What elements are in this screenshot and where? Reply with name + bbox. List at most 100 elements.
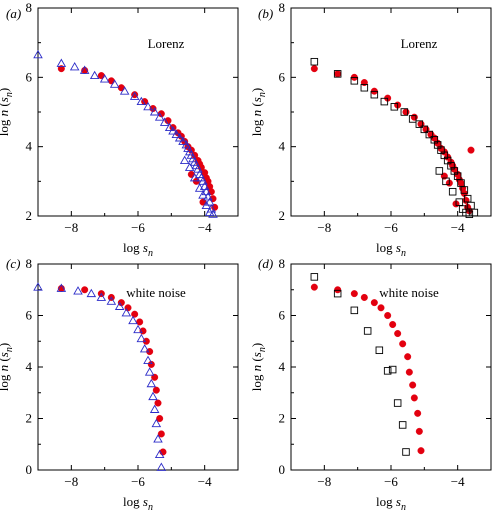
- data-point-circle: [131, 91, 139, 99]
- data-point-triangle: [149, 107, 160, 116]
- panel-b: −8 −6 −4 2 4 6 8 log sn log n (sn) (b) Lorenz: [249, 0, 492, 259]
- data-point-triangle: [171, 129, 182, 138]
- x-axis-title: log sn: [376, 494, 406, 512]
- data-point-circle: [404, 353, 412, 361]
- data-point-triangle: [136, 333, 147, 343]
- data-point-triangle: [198, 176, 208, 185]
- data-point-triangle: [159, 117, 170, 126]
- data-point-square: [350, 77, 359, 85]
- data-point-square: [333, 70, 342, 78]
- y-tick-label: 6: [279, 69, 286, 84]
- data-point-circle: [394, 330, 402, 338]
- data-point-triangle: [119, 86, 130, 95]
- x-axis-title: log sn: [123, 494, 153, 512]
- data-point-square: [350, 306, 359, 315]
- panel-annotation: Lorenz: [148, 36, 185, 51]
- x-tick-label: −8: [317, 220, 331, 235]
- data-point-square: [393, 399, 402, 407]
- data-point-square: [435, 167, 444, 175]
- y-tick-label: 2: [279, 208, 286, 223]
- x-tick-label: −6: [131, 474, 145, 489]
- data-point-triangle: [144, 367, 155, 376]
- data-point-triangle: [33, 282, 43, 291]
- data-point-square: [310, 57, 319, 66]
- data-point-circle: [157, 430, 165, 438]
- data-point-square: [470, 208, 479, 217]
- data-point-triangle: [154, 449, 165, 458]
- data-point-circle: [209, 195, 217, 203]
- data-point-square: [383, 367, 392, 375]
- data-point-triangle: [56, 58, 67, 67]
- data-point-triangle: [146, 378, 157, 388]
- data-point-triangle: [133, 324, 143, 334]
- y-tick-label: 6: [26, 308, 33, 323]
- y-tick-label: 4: [279, 359, 286, 374]
- y-tick-label: 4: [26, 359, 33, 374]
- data-point-triangle: [99, 74, 110, 83]
- x-tick-label: −4: [198, 474, 212, 489]
- data-point-triangle: [168, 126, 178, 135]
- data-point-triangle: [56, 283, 67, 292]
- data-point-circle: [402, 108, 410, 116]
- data-point-circle: [414, 409, 422, 417]
- data-point-triangle: [143, 101, 153, 111]
- data-point-circle: [147, 360, 155, 368]
- data-point-circle: [384, 312, 392, 320]
- data-point-triangle: [73, 286, 83, 295]
- data-point-square: [388, 365, 397, 374]
- data-point-triangle: [136, 96, 147, 106]
- x-tick-label: −4: [451, 220, 465, 235]
- data-point-square: [333, 289, 342, 298]
- data-point-triangle: [189, 172, 200, 182]
- data-point-triangle: [89, 70, 100, 80]
- data-point-triangle: [129, 91, 140, 100]
- y-tick-label: 6: [279, 308, 286, 323]
- data-point-circle: [97, 72, 105, 80]
- data-point-circle: [350, 290, 358, 298]
- data-point-triangle: [174, 133, 185, 142]
- data-point-triangle: [204, 207, 215, 216]
- data-point-triangle: [178, 136, 188, 145]
- data-point-square: [375, 346, 384, 355]
- data-point-triangle: [79, 65, 90, 74]
- data-point-circle: [152, 386, 160, 394]
- data-point-square: [370, 90, 379, 99]
- panel-label: (b): [258, 6, 273, 21]
- y-tick-label: 8: [279, 256, 286, 271]
- x-axis-title: log sn: [376, 240, 406, 259]
- data-point-circle: [360, 293, 368, 301]
- data-point-circle: [136, 318, 144, 326]
- data-point-square: [310, 273, 319, 281]
- data-point-circle: [417, 447, 425, 455]
- data-point-circle: [410, 394, 418, 402]
- data-point-triangle: [114, 301, 125, 310]
- y-tick-label: 2: [26, 208, 33, 223]
- data-point-square: [380, 97, 389, 106]
- panel-label: (d): [258, 256, 273, 271]
- y-axis-title: log n (sn): [0, 343, 15, 391]
- x-tick-label: −6: [384, 220, 398, 235]
- data-point-square: [363, 327, 372, 335]
- data-point-circle: [370, 299, 378, 307]
- y-tick-label: 2: [26, 411, 33, 426]
- panel-d: −8 −6 −4 0 2 4 6 8 log sn log n (sn) (d) white nois…: [249, 256, 492, 512]
- data-point-circle: [151, 373, 159, 381]
- data-point-triangle: [204, 197, 215, 206]
- data-point-triangle: [179, 155, 190, 164]
- data-point-square: [402, 448, 410, 456]
- y-tick-label: 6: [26, 69, 33, 84]
- data-point-square: [425, 130, 434, 139]
- data-point-triangle: [194, 183, 205, 192]
- y-tick-label: 8: [279, 0, 286, 15]
- x-tick-label: −8: [317, 474, 331, 489]
- data-point-circle: [156, 415, 164, 423]
- y-tick-label: 0: [279, 462, 286, 477]
- data-point-circle: [415, 427, 423, 435]
- data-point-circle: [154, 399, 162, 407]
- y-tick-label: 8: [26, 256, 33, 271]
- data-point-triangle: [149, 404, 160, 413]
- y-axis-title: log n (sn): [249, 343, 268, 391]
- data-point-triangle: [156, 462, 167, 471]
- y-axis-title: log n (sn): [249, 88, 268, 136]
